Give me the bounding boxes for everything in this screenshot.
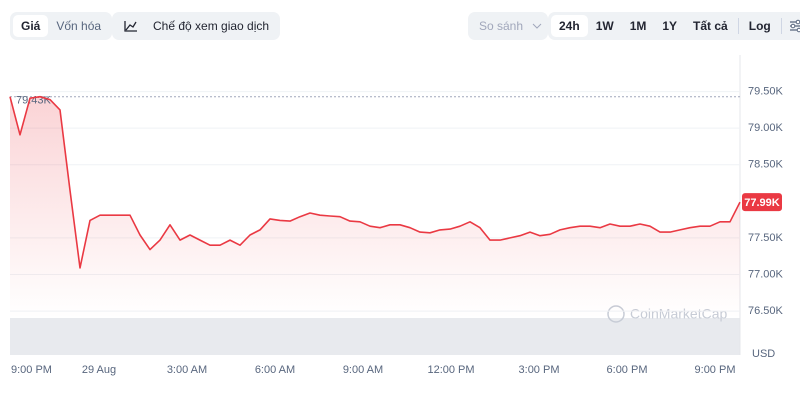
high-label: 79.43K: [16, 95, 52, 107]
x-tick-label: 6:00 AM: [255, 364, 295, 376]
separator: [780, 18, 782, 34]
y-tick-label: 76.50K: [748, 305, 784, 317]
compare-label: So sánh: [479, 19, 524, 33]
y-tick-label: 77.00K: [748, 268, 784, 280]
chevron: [532, 23, 542, 29]
y-tick-label: 77.50K: [748, 232, 784, 244]
line-icon[interactable]: [115, 15, 145, 37]
trading-view[interactable]: Chế độ xem giao dịch: [153, 19, 270, 33]
watermark-logo: [607, 305, 625, 323]
price-cap-toggle: Giá Vốn hóa: [10, 12, 113, 40]
price-line: [9, 95, 741, 269]
log-button[interactable]: Log: [748, 19, 771, 33]
current-price-label: 77.99K: [744, 197, 780, 209]
volume-band: [10, 318, 740, 355]
price-tab[interactable]: Giá: [13, 15, 49, 37]
range-button[interactable]: 1M: [629, 19, 647, 33]
current-price-box: [742, 193, 782, 212]
area-fill: [10, 96, 740, 318]
x-tick-label: 12:00 PM: [427, 364, 474, 376]
x-tick-label: 9:00 AM: [343, 364, 383, 376]
separator: [737, 18, 739, 34]
cap-tab[interactable]: Vốn hóa: [56, 19, 102, 33]
x-tick-label: 3:00 PM: [519, 364, 560, 376]
x-tick-label: 9:00 PM: [11, 364, 52, 376]
x-tick-label: 6:00 PM: [607, 364, 648, 376]
x-tick-label: 9:00 PM: [695, 364, 736, 376]
y-tick-label: 78.50K: [748, 159, 784, 171]
y-tick-label: 79.50K: [748, 85, 784, 97]
range-button[interactable]: 24h: [551, 15, 588, 37]
range-button[interactable]: Tất cả: [693, 19, 728, 33]
range-button[interactable]: 1W: [595, 19, 614, 33]
view-toggle: Chế độ xem giao dịch: [112, 12, 281, 40]
range-toggle: 24h 1W 1M 1Y Tất cả Log: [548, 12, 800, 40]
compare-dropdown[interactable]: So sánh: [468, 12, 549, 40]
x-tick-label: 29 Aug: [82, 364, 116, 376]
currency: USD: [752, 348, 775, 360]
range-button[interactable]: 1Y: [662, 19, 678, 33]
y-tick-label: 79.00K: [748, 122, 784, 134]
settings-icon[interactable]: [784, 15, 800, 37]
x-tick-label: 3:00 AM: [167, 364, 207, 376]
watermark: CoinMarketCap: [630, 306, 727, 322]
